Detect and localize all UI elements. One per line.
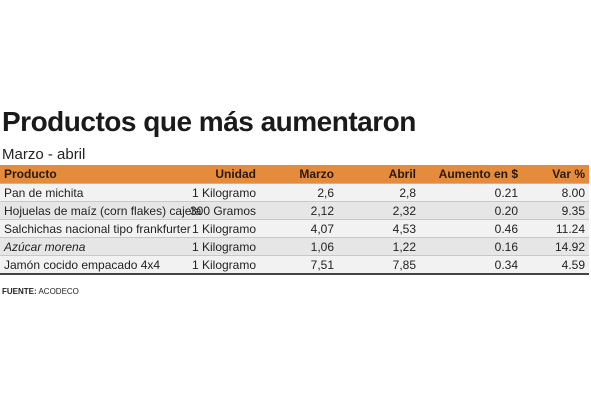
table-header-row: Producto Unidad Marzo Abril Aumento en $… [0, 165, 589, 184]
cell-aumento: 0.16 [420, 237, 522, 256]
cell-producto: Azúcar morena [0, 237, 184, 256]
cell-marzo: 2,12 [260, 201, 338, 220]
cell-aumento: 0.46 [420, 219, 522, 238]
cell-aumento: 0.21 [420, 183, 522, 202]
table-row: Hojuelas de maíz (corn flakes) cajeta 30… [0, 201, 589, 220]
cell-var: 14.92 [522, 237, 589, 256]
cell-aumento: 0.20 [420, 201, 522, 220]
col-header-producto: Producto [0, 165, 184, 184]
cell-abril: 2,8 [338, 183, 420, 202]
cell-var: 9.35 [522, 201, 589, 220]
price-table: Producto Unidad Marzo Abril Aumento en $… [0, 165, 589, 275]
col-header-var: Var % [522, 165, 589, 184]
table-row: Salchichas nacional tipo frankfurter 1 K… [0, 219, 589, 238]
cell-unidad: 1 Kilogramo [184, 183, 260, 202]
cell-abril: 7,85 [338, 255, 420, 275]
table-row: Jamón cocido empacado 4x4 1 Kilogramo 7,… [0, 255, 589, 275]
page-title: Productos que más aumentaron [2, 106, 416, 137]
cell-producto: Pan de michita [0, 183, 184, 202]
source-note: FUENTE: ACODECO [2, 287, 79, 296]
cell-aumento: 0.34 [420, 255, 522, 275]
table-row: Azúcar morena 1 Kilogramo 1,06 1,22 0.16… [0, 237, 589, 256]
col-header-abril: Abril [338, 165, 420, 184]
cell-var: 4.59 [522, 255, 589, 275]
cell-unidad: 1 Kilogramo [184, 237, 260, 256]
cell-marzo: 1,06 [260, 237, 338, 256]
cell-marzo: 7,51 [260, 255, 338, 275]
cell-producto: Hojuelas de maíz (corn flakes) cajeta [0, 201, 201, 220]
cell-abril: 4,53 [338, 219, 420, 238]
cell-var: 8.00 [522, 183, 589, 202]
cell-marzo: 2,6 [260, 183, 338, 202]
subtitle: Marzo - abril [2, 146, 86, 163]
source-value: ACODECO [38, 287, 79, 296]
col-header-marzo: Marzo [260, 165, 338, 184]
cell-unidad: 1 Kilogramo [184, 255, 260, 275]
col-header-unidad: Unidad [184, 165, 260, 184]
cell-abril: 1,22 [338, 237, 420, 256]
cell-producto: Salchichas nacional tipo frankfurter [0, 219, 191, 238]
cell-var: 11.24 [522, 219, 589, 238]
cell-abril: 2,32 [338, 201, 420, 220]
col-header-aumento: Aumento en $ [420, 165, 522, 184]
table-row: Pan de michita 1 Kilogramo 2,6 2,8 0.21 … [0, 183, 589, 202]
cell-marzo: 4,07 [260, 219, 338, 238]
cell-producto: Jamón cocido empacado 4x4 [0, 255, 184, 275]
cell-unidad: 1 Kilogramo [184, 219, 260, 238]
cell-unidad: 300 Gramos [184, 201, 260, 220]
source-label: FUENTE: [2, 287, 37, 296]
